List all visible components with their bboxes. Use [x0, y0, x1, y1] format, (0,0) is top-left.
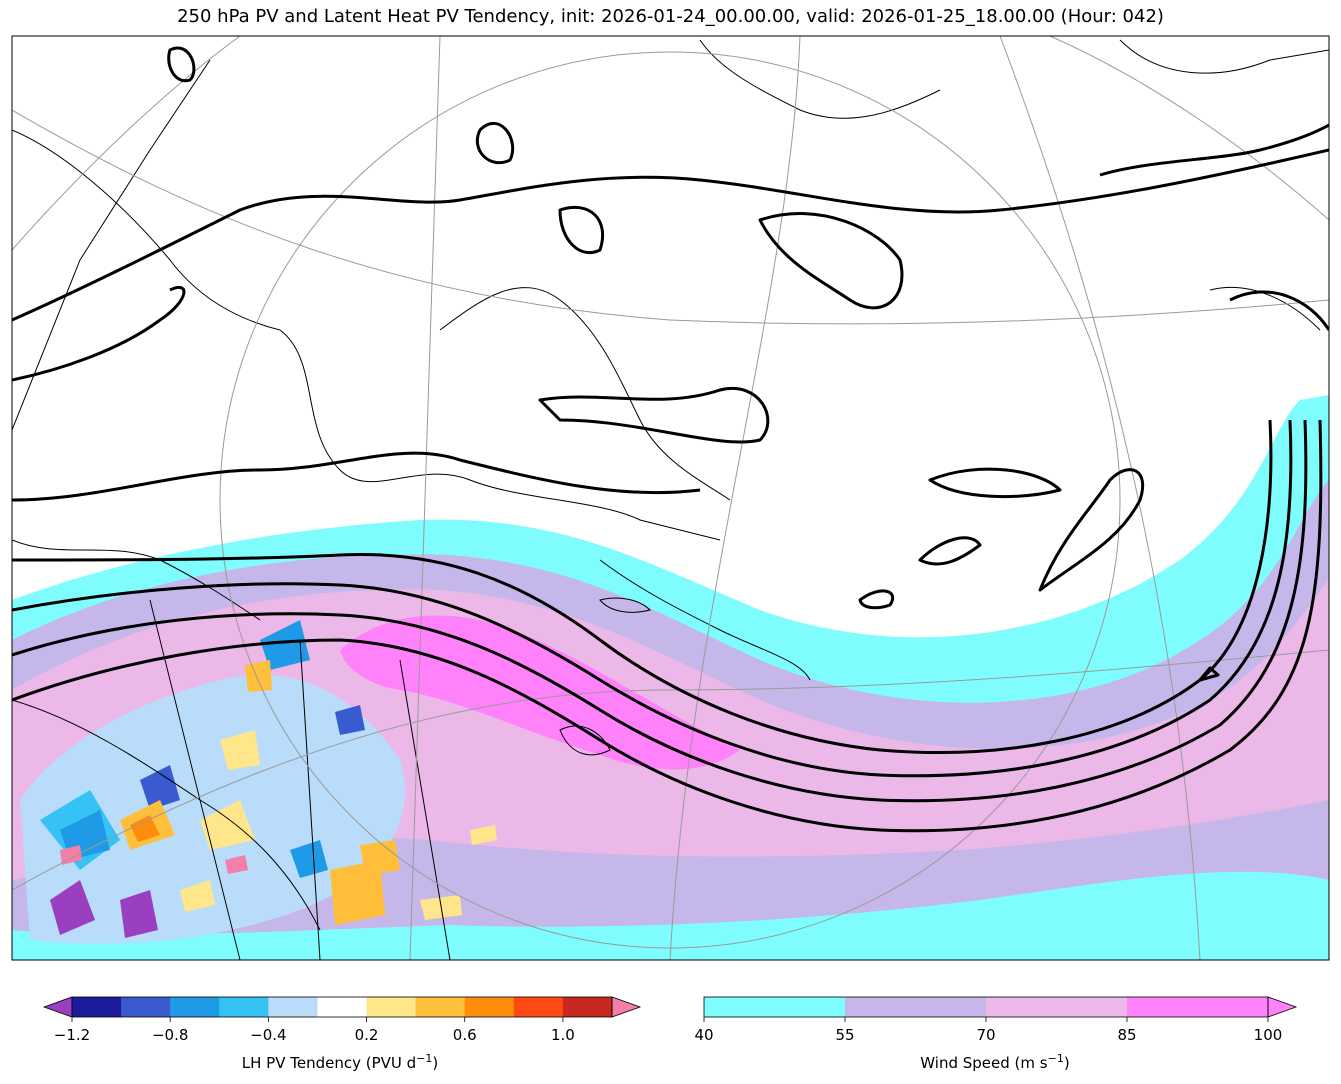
lh-colorbar-bin [513, 997, 564, 1017]
lh-colorbar-bin [121, 997, 171, 1017]
wind-shading-85-100 [340, 615, 740, 770]
wind-speed-colorbar [703, 996, 1298, 1022]
wind-colorbar-bin [704, 997, 846, 1017]
wind-colorbar-tick-label: 55 [835, 1026, 855, 1044]
lh-colorbar-tick-label: 0.6 [452, 1026, 477, 1044]
wind-colorbar-bin [986, 997, 1128, 1017]
lh-colorbar-tick-label: 1.0 [550, 1026, 575, 1044]
map-frame-border [11, 35, 1330, 961]
lh-colorbar-bin [562, 997, 613, 1017]
wind-colorbar-tick-label: 40 [694, 1026, 714, 1044]
lh-colorbar-extend-high [611, 996, 642, 1018]
wind-colorbar-bin [1127, 997, 1269, 1017]
lh-colorbar-tick-label: 0.2 [354, 1026, 379, 1044]
lh-colorbar-tick-label: −0.4 [250, 1026, 287, 1044]
lh-colorbar-bin [219, 997, 269, 1017]
map-title: 250 hPa PV and Latent Heat PV Tendency, … [177, 6, 1164, 27]
wind-colorbar-tick-label: 85 [1117, 1026, 1137, 1044]
wind-colorbar-tick-label: 100 [1253, 1026, 1283, 1044]
lh-colorbar-tick-label: −1.2 [53, 1026, 91, 1044]
coastlines [12, 39, 1329, 960]
lh-colorbar-outline [71, 996, 613, 1018]
lh-pv-colorbar [42, 996, 642, 1022]
lh-colorbar-bin [268, 997, 318, 1017]
lh-colorbar-extend-low [42, 996, 73, 1018]
lh-colorbar-tick-label: −0.8 [151, 1026, 189, 1044]
lh-colorbar-label: LH PV Tendency (PVU d−1) [241, 1052, 439, 1072]
lh-colorbar-bin [170, 997, 220, 1017]
lh-colorbar-bin [415, 997, 466, 1017]
lh-colorbar-bin [72, 997, 122, 1017]
lh-colorbar-bin [317, 997, 368, 1017]
wind-colorbar-extend-high [1267, 996, 1298, 1018]
wind-colorbar-label: Wind Speed (m s−1) [920, 1052, 1070, 1072]
wind-colorbar-bin [845, 997, 987, 1017]
lh-colorbar-bin [366, 997, 417, 1017]
lh-pv-tendency-blotches [20, 620, 497, 944]
pv-contours [12, 46, 1329, 833]
lh-colorbar-bin [464, 997, 515, 1017]
wind-colorbar-tick-label: 70 [976, 1026, 996, 1044]
